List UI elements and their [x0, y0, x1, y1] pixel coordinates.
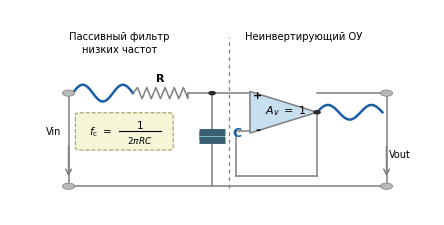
- Polygon shape: [250, 92, 317, 134]
- Circle shape: [62, 183, 75, 189]
- Text: $A_v\ =\ 1$: $A_v\ =\ 1$: [265, 104, 307, 118]
- Text: C: C: [233, 127, 242, 140]
- Text: Неинвертирующий ОУ: Неинвертирующий ОУ: [245, 32, 362, 42]
- Text: R: R: [156, 74, 165, 84]
- Circle shape: [381, 91, 392, 97]
- Text: Пассивный фильтр
низких частот: Пассивный фильтр низких частот: [69, 32, 169, 54]
- Text: Vin: Vin: [46, 126, 62, 136]
- Text: 1: 1: [136, 121, 143, 131]
- Circle shape: [209, 92, 215, 95]
- FancyBboxPatch shape: [75, 113, 173, 150]
- Circle shape: [314, 111, 320, 114]
- Circle shape: [381, 183, 392, 189]
- Text: -: -: [255, 124, 260, 137]
- Text: +: +: [253, 90, 262, 100]
- Text: $2\pi RC$: $2\pi RC$: [127, 134, 153, 145]
- Text: Vout: Vout: [389, 149, 411, 159]
- Bar: [199, 133, 225, 140]
- Circle shape: [62, 91, 75, 97]
- Text: $f_{\rm c}\ =$: $f_{\rm c}\ =$: [89, 125, 112, 139]
